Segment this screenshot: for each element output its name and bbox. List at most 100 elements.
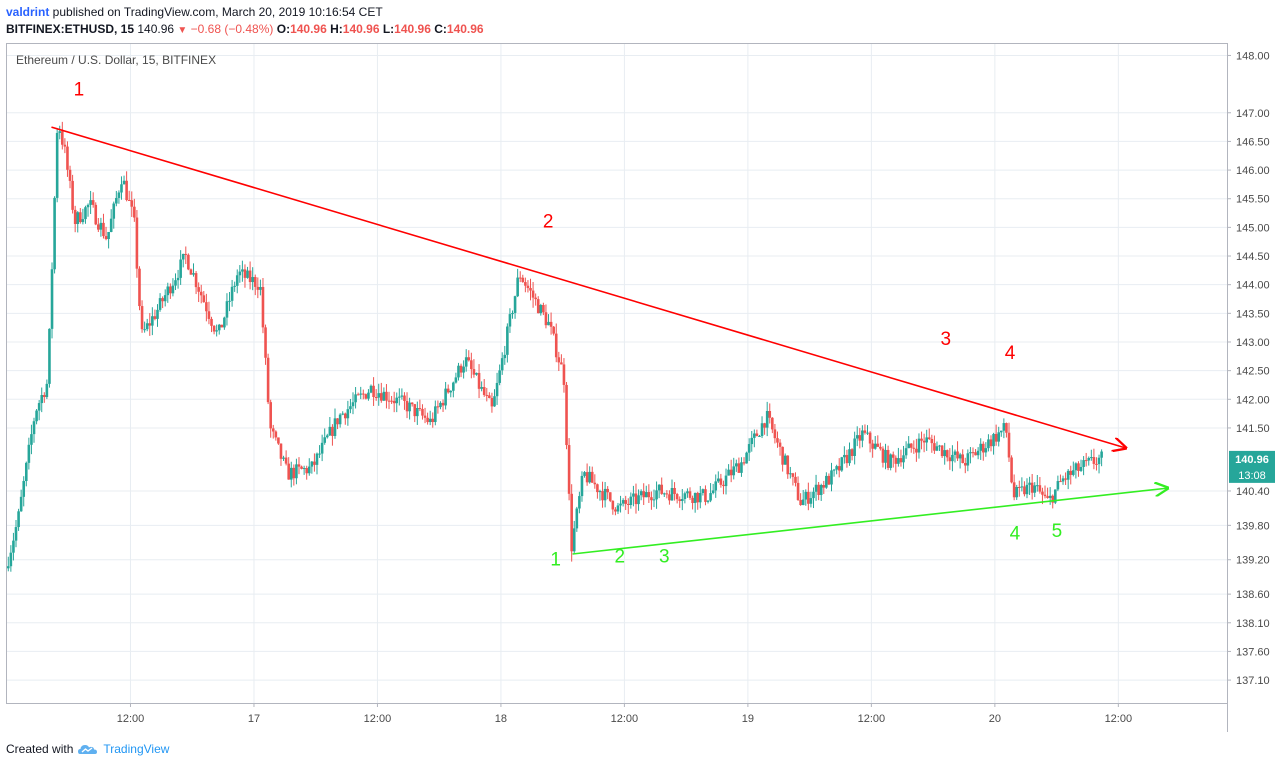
candle-body <box>271 428 275 432</box>
candle-body <box>547 321 550 326</box>
candle-body <box>66 146 69 170</box>
candle-body <box>130 200 134 207</box>
candle-body <box>925 437 928 443</box>
candle-body <box>714 481 718 491</box>
candle-body <box>439 402 442 408</box>
time-axis[interactable]: 12:00 17 12:00 18 12:00 19 12:00 20 12:00 <box>117 703 1132 725</box>
candle-body <box>966 453 970 466</box>
candle-body <box>536 299 540 314</box>
price-tick-label: 145.50 <box>1236 194 1270 206</box>
candle-body <box>981 443 985 453</box>
candle-body <box>385 391 388 401</box>
candle-body <box>91 200 95 205</box>
open-label: O: <box>276 22 291 36</box>
candle-body <box>506 326 509 355</box>
candle-body <box>405 400 409 412</box>
tradingview-brand[interactable]: TradingView <box>103 742 170 756</box>
candle-body <box>711 490 715 494</box>
candle-body <box>624 500 627 504</box>
candle-body <box>1077 463 1080 471</box>
candle-body <box>364 394 368 399</box>
candle-body <box>1015 486 1019 498</box>
candle-body <box>367 392 370 399</box>
candle-body <box>395 397 399 404</box>
candle-body <box>295 464 298 479</box>
candle-body <box>683 493 687 500</box>
trendlines-layer[interactable] <box>51 126 1168 555</box>
candle-body <box>238 271 242 276</box>
candle-body <box>115 197 118 204</box>
candle-body <box>698 493 702 503</box>
support-touch-label: 2 <box>615 547 626 568</box>
resistance-trendline[interactable] <box>51 126 1125 448</box>
candle-body <box>596 484 599 493</box>
candle-body <box>999 430 1003 433</box>
candle-body <box>485 394 489 396</box>
candle-body <box>956 451 959 459</box>
candle-body <box>243 269 247 278</box>
candle-body <box>179 259 182 278</box>
created-with-text: Created with <box>6 742 74 756</box>
candle-body <box>369 385 373 393</box>
candle-body <box>722 484 725 487</box>
candle-body <box>639 491 643 496</box>
support-trendline[interactable] <box>572 488 1168 555</box>
candle-body <box>387 400 391 402</box>
candle-body <box>961 454 964 464</box>
candle-body <box>534 297 537 300</box>
candle-body <box>122 180 126 185</box>
candle-body <box>459 365 463 373</box>
candle-body <box>97 224 100 230</box>
candle-body <box>606 488 609 493</box>
publisher-username[interactable]: valdrint <box>6 5 50 19</box>
candle-body <box>948 457 952 462</box>
candle-body <box>909 443 913 448</box>
candle-body <box>539 304 543 314</box>
candle-body <box>228 300 231 302</box>
candle-body <box>668 494 671 501</box>
candle-body <box>660 484 664 494</box>
candle-body <box>446 388 450 393</box>
candle-body <box>567 445 571 494</box>
candle-body <box>758 435 761 437</box>
candle-body <box>861 430 864 441</box>
candle-body <box>338 414 342 425</box>
candle-body <box>572 528 576 552</box>
candle-body <box>53 197 56 270</box>
price-tick-label: 143.00 <box>1236 337 1270 349</box>
price-tick-label: 146.50 <box>1236 136 1270 148</box>
candle-body <box>256 286 260 290</box>
candle-body <box>585 472 589 483</box>
candle-body <box>863 430 867 433</box>
candle-body <box>776 438 779 443</box>
candle-body <box>359 393 363 395</box>
candle-body <box>14 527 18 541</box>
candle-body <box>1095 463 1098 465</box>
candle-body <box>662 493 666 495</box>
candle-body <box>45 383 49 398</box>
candle-body <box>171 285 175 294</box>
candle-body <box>835 466 838 470</box>
candle-body <box>1048 495 1052 498</box>
candle-body <box>346 409 350 419</box>
open-value: 140.96 <box>290 22 327 36</box>
candle-body <box>120 184 123 193</box>
price-tick-label: 144.00 <box>1236 280 1270 292</box>
support-touch-label: 3 <box>659 547 670 568</box>
candle-body <box>1066 470 1070 480</box>
candle-body <box>313 461 316 465</box>
time-tick-label: 20 <box>989 713 1001 725</box>
candle-body <box>1054 489 1057 503</box>
candle-body <box>670 487 674 501</box>
price-chart[interactable]: Ethereum / U.S. Dollar, 15, BITFINEX 1 2 3… <box>0 0 1285 740</box>
candle-body <box>107 232 110 240</box>
price-axis[interactable]: 148.00 147.00 146.50 146.00 145.50 145.00 144.… <box>1227 50 1270 687</box>
candle-body <box>490 398 494 407</box>
candle-body <box>557 357 561 363</box>
candle-body <box>994 433 998 442</box>
candle-body <box>706 500 710 502</box>
candle-body <box>169 286 172 294</box>
candle-body <box>472 369 476 375</box>
candle-body <box>927 437 931 439</box>
candle-body <box>987 439 990 449</box>
